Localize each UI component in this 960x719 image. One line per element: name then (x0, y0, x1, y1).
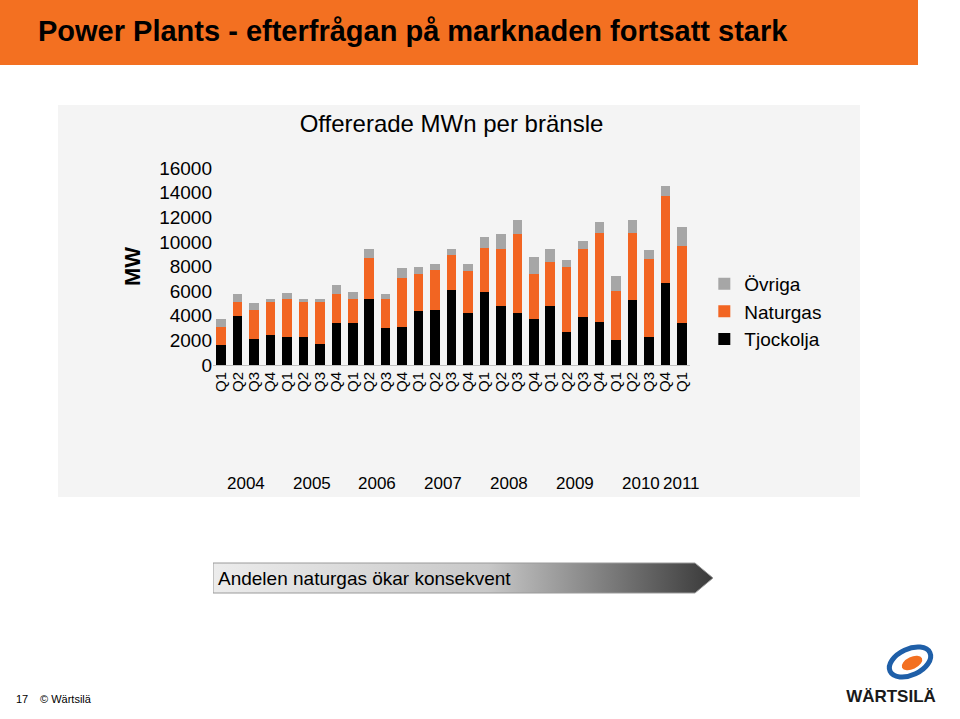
svg-text:2008: 2008 (490, 474, 528, 493)
svg-text:Q1: Q1 (344, 372, 361, 392)
svg-text:Q4: Q4 (327, 372, 344, 392)
svg-text:Q2: Q2 (426, 372, 443, 392)
svg-text:Q4: Q4 (656, 372, 673, 392)
svg-text:Q2: Q2 (492, 372, 509, 392)
svg-text:Q2: Q2 (229, 372, 246, 392)
svg-text:Offererade MWn per bränsle: Offererade MWn per bränsle (300, 110, 604, 137)
svg-text:Q2: Q2 (294, 372, 311, 392)
svg-text:Q4: Q4 (261, 372, 278, 392)
svg-text:Q2: Q2 (360, 372, 377, 392)
svg-text:2000: 2000 (170, 330, 212, 351)
svg-text:Q2: Q2 (623, 372, 640, 392)
svg-text:2006: 2006 (358, 474, 396, 493)
svg-text:MW: MW (120, 247, 145, 286)
svg-text:14000: 14000 (159, 182, 212, 203)
svg-text:Tjockolja: Tjockolja (744, 329, 819, 350)
html-text:Power Plants - efterfrågan på: Power Plants - efterfrågan på marknaden … (38, 15, 788, 47)
svg-text:Q1: Q1 (278, 372, 295, 392)
svg-text:Q3: Q3 (442, 372, 459, 392)
svg-text:Q1: Q1 (673, 372, 690, 392)
svg-text:Q3: Q3 (508, 372, 525, 392)
svg-text:2004: 2004 (227, 474, 265, 493)
svg-text:Q3: Q3 (574, 372, 591, 392)
svg-text:Q1: Q1 (409, 372, 426, 392)
svg-text:Andelen naturgas ökar konsekve: Andelen naturgas ökar konsekvent (218, 568, 511, 589)
svg-text:Övriga: Övriga (744, 274, 800, 295)
svg-text:2010: 2010 (622, 474, 660, 493)
svg-text:Q3: Q3 (245, 372, 262, 392)
svg-text:Q1: Q1 (541, 372, 558, 392)
svg-text:Q1: Q1 (475, 372, 492, 392)
svg-text:WÄRTSILÄ: WÄRTSILÄ (846, 687, 936, 706)
html-text:17: 17 (16, 693, 29, 705)
svg-text:2005: 2005 (293, 474, 331, 493)
svg-text:Q1: Q1 (212, 372, 229, 392)
svg-text:12000: 12000 (159, 207, 212, 228)
svg-text:16000: 16000 (159, 158, 212, 179)
svg-text:Q4: Q4 (459, 372, 476, 392)
svg-text:4000: 4000 (170, 305, 212, 326)
svg-text:10000: 10000 (159, 232, 212, 253)
svg-text:Q3: Q3 (377, 372, 394, 392)
svg-text:6000: 6000 (170, 281, 212, 302)
svg-text:Naturgas: Naturgas (744, 302, 821, 323)
svg-text:2009: 2009 (556, 474, 594, 493)
svg-text:Q4: Q4 (590, 372, 607, 392)
svg-text:0: 0 (201, 355, 212, 376)
svg-text:Q4: Q4 (525, 372, 542, 392)
svg-text:2011: 2011 (663, 474, 700, 493)
svg-text:8000: 8000 (170, 256, 212, 277)
svg-text:2007: 2007 (424, 474, 462, 493)
svg-text:Q3: Q3 (640, 372, 657, 392)
svg-text:Q2: Q2 (558, 372, 575, 392)
html-text:© Wärtsilä: © Wärtsilä (40, 693, 91, 705)
svg-text:Q3: Q3 (311, 372, 328, 392)
svg-text:Q1: Q1 (607, 372, 624, 392)
svg-text:Q4: Q4 (393, 372, 410, 392)
